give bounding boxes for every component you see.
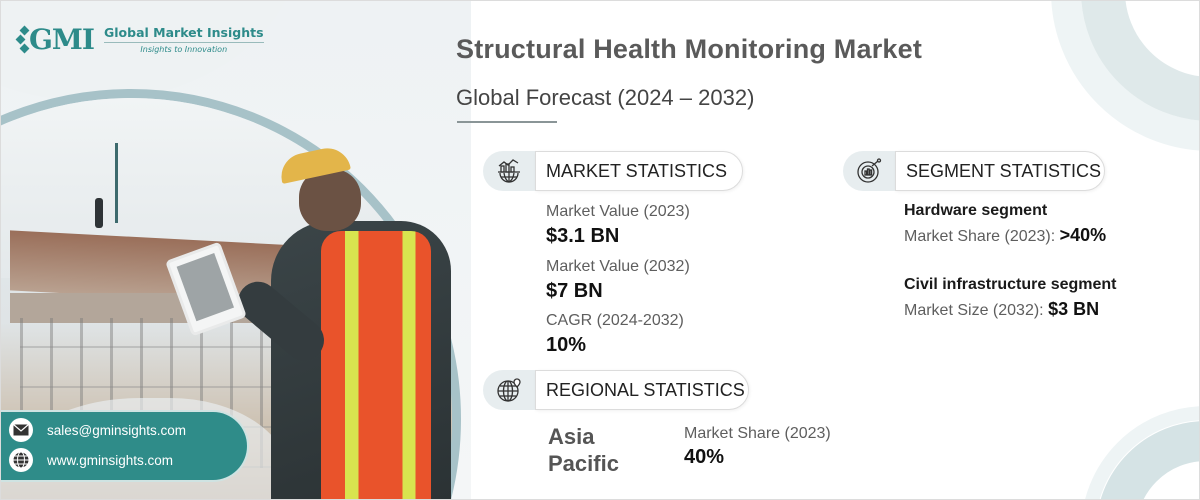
divider [457,121,557,123]
website-row[interactable]: www.gminsights.com [9,448,173,472]
segment-statistics-header: SEGMENT STATISTICS [843,151,1105,191]
stat-label: Market Value (2032) [546,258,690,275]
segment-name: Hardware segment [904,202,1048,219]
segment-name: Civil infrastructure segment [904,276,1117,293]
worker-figure [211,144,451,499]
segment-metric: Market Share (2023): >40% [904,225,1107,245]
contact-box: sales@gminsights.com www.gminsights.com [1,410,249,482]
page-title: Structural Health Monitoring Market [456,34,923,64]
stat-label: Market Value (2023) [546,203,690,220]
stat-label: CAGR (2024-2032) [546,312,684,329]
page-subtitle: Global Forecast (2024 – 2032) [456,85,755,110]
segment-value: >40% [1059,225,1107,245]
market-statistics-title: MARKET STATISTICS [535,151,743,191]
segment-statistics-title: SEGMENT STATISTICS [895,151,1105,191]
chart-globe-icon [483,151,535,191]
stat-value: 10% [546,334,587,356]
region-value: 40% [684,446,725,468]
email-link[interactable]: sales@gminsights.com [47,422,187,438]
region-metric: Market Share (2023) [684,425,831,442]
brand-tagline: Insights to Innovation [140,45,228,54]
logo-diamond-icon [15,25,30,53]
logo-mark: GMI [29,22,95,56]
segment-value: $3 BN [1048,299,1100,319]
region-name: Asia Pacific [548,424,619,476]
email-row[interactable]: sales@gminsights.com [9,418,186,442]
regional-statistics-header: REGIONAL STATISTICS [483,370,749,410]
regional-statistics-title: REGIONAL STATISTICS [535,370,749,410]
segment-metric: Market Size (2032): $3 BN [904,299,1100,319]
market-statistics-header: MARKET STATISTICS [483,151,743,191]
envelope-icon [9,418,33,442]
stat-value: $7 BN [546,280,603,302]
brand-name: Global Market Insights [104,25,264,43]
globe-icon [9,448,33,472]
website-link[interactable]: www.gminsights.com [47,452,174,468]
stat-value: $3.1 BN [546,225,620,247]
brand-logo: GMI Global Market Insights Insights to I… [15,22,264,56]
target-chart-icon [843,151,895,191]
globe-pin-icon [483,370,535,410]
